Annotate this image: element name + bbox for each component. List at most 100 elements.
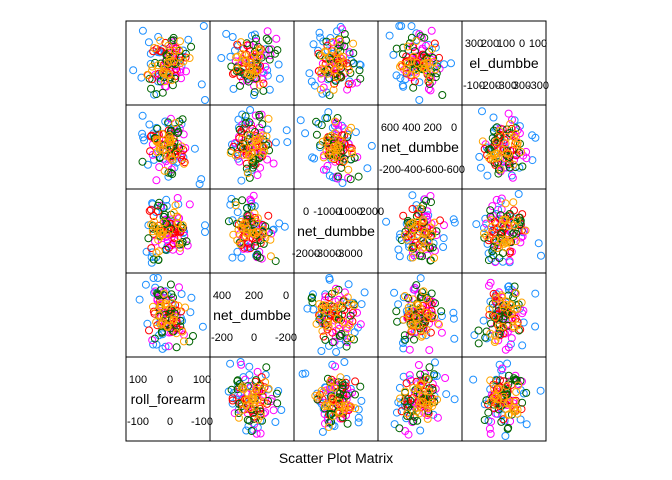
data-point [156, 320, 165, 329]
data-point [415, 251, 424, 260]
data-point [330, 383, 339, 392]
data-point [401, 387, 410, 396]
data-point [273, 399, 282, 408]
data-point [201, 96, 209, 104]
data-point [298, 369, 307, 378]
data-point [254, 415, 262, 424]
data-point [338, 179, 347, 187]
data-point [333, 141, 342, 150]
data-point [346, 175, 355, 184]
data-point [275, 219, 284, 228]
data-point [360, 288, 369, 297]
data-point [402, 379, 411, 388]
data-point [490, 384, 499, 393]
data-point [175, 46, 184, 55]
data-point [426, 86, 435, 95]
data-point [424, 211, 433, 220]
data-point [169, 33, 178, 42]
data-point [253, 250, 262, 259]
data-point [450, 395, 459, 404]
data-point [264, 36, 273, 45]
data-point [337, 301, 346, 310]
data-point [156, 227, 165, 236]
data-point [173, 219, 182, 228]
data-point [479, 316, 488, 325]
data-point [399, 211, 408, 220]
data-point [347, 144, 356, 153]
data-point [431, 65, 440, 74]
data-point [357, 300, 366, 309]
data-point [343, 293, 352, 302]
data-point [490, 158, 499, 167]
data-point [187, 42, 196, 51]
data-point [482, 232, 491, 240]
matrix-border [125, 20, 547, 442]
data-point [308, 153, 317, 162]
data-point [513, 126, 522, 134]
data-point [494, 322, 503, 331]
data-point [423, 56, 432, 65]
data-point [237, 253, 246, 262]
data-point [408, 243, 417, 251]
data-point [154, 201, 162, 210]
data-point [164, 342, 173, 351]
data-point [332, 152, 341, 161]
data-point [247, 427, 256, 435]
data-point [328, 412, 337, 421]
data-point [497, 417, 506, 426]
data-point [493, 131, 502, 140]
data-point [336, 72, 344, 80]
data-point [236, 218, 245, 226]
data-point [427, 289, 436, 298]
data-point [166, 51, 175, 60]
data-point [497, 205, 506, 214]
data-point [422, 67, 431, 76]
data-point [395, 252, 404, 261]
data-point [173, 194, 182, 202]
data-point [248, 229, 257, 238]
data-point [412, 281, 421, 290]
data-point [307, 77, 316, 86]
data-point [185, 200, 194, 209]
data-point [261, 51, 270, 60]
tick-label: -200 [479, 80, 501, 92]
tick-label: 100 [129, 374, 147, 386]
data-point [335, 331, 344, 340]
data-point [172, 149, 181, 158]
data-point [414, 301, 423, 310]
data-point [518, 341, 527, 350]
data-point [272, 389, 281, 398]
data-point [251, 155, 260, 164]
data-point [195, 180, 204, 188]
data-point [154, 291, 163, 300]
data-point [316, 85, 325, 94]
data-point [172, 343, 181, 352]
data-point [312, 319, 321, 328]
data-point [449, 215, 458, 224]
data-point [482, 396, 491, 405]
data-point [480, 224, 488, 232]
data-point [310, 154, 319, 163]
data-point [150, 44, 159, 52]
data-point [495, 126, 504, 135]
data-point [331, 362, 340, 371]
data-point [340, 42, 349, 51]
data-point [422, 308, 431, 317]
data-point [412, 390, 421, 399]
data-point [148, 75, 157, 84]
data-point [422, 331, 431, 340]
data-point [348, 79, 357, 88]
data-point [406, 396, 415, 405]
data-point [182, 67, 190, 76]
data-point [492, 137, 501, 146]
data-point [269, 225, 278, 234]
data-point [489, 289, 498, 298]
data-point [150, 334, 159, 343]
data-point [516, 376, 525, 385]
data-point [334, 145, 343, 154]
data-point [166, 280, 175, 289]
data-point [155, 311, 164, 320]
data-point [152, 135, 161, 144]
data-point [230, 409, 239, 418]
data-point [404, 303, 413, 312]
